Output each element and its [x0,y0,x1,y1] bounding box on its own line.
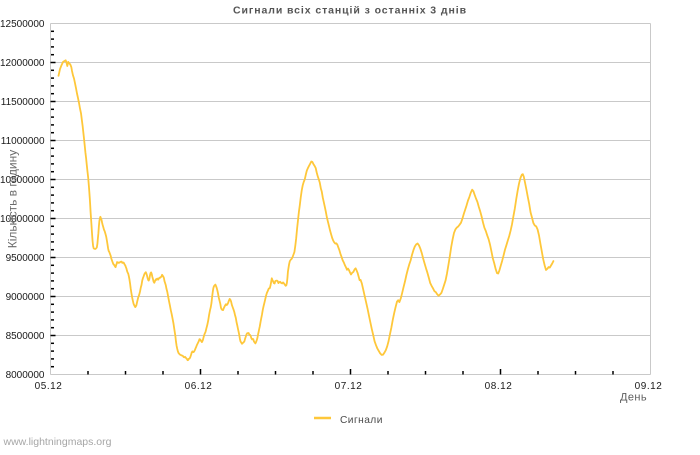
svg-text:12500000: 12500000 [0,19,45,30]
svg-text:08.12: 08.12 [485,381,513,392]
svg-text:11000000: 11000000 [1,136,45,147]
svg-text:9000000: 9000000 [6,292,45,303]
svg-text:День: День [620,392,647,404]
svg-text:07.12: 07.12 [335,381,363,392]
svg-text:www.lightningmaps.org: www.lightningmaps.org [3,436,112,448]
svg-text:Сигнали всіх станцій з останні: Сигнали всіх станцій з останніх 3 днів [233,5,467,17]
svg-text:8000000: 8000000 [6,370,45,381]
svg-text:10500000: 10500000 [0,175,45,186]
svg-text:09.12: 09.12 [635,381,663,392]
svg-text:10000000: 10000000 [0,214,45,225]
svg-text:Кількість в годину: Кількість в годину [6,150,20,248]
svg-text:06.12: 06.12 [185,381,213,392]
svg-text:8500000: 8500000 [6,331,45,342]
svg-text:9500000: 9500000 [6,253,45,264]
svg-text:12000000: 12000000 [0,58,45,69]
svg-text:Сигнали: Сигнали [340,415,383,426]
svg-text:11500000: 11500000 [1,97,45,108]
svg-text:05.12: 05.12 [35,381,63,392]
